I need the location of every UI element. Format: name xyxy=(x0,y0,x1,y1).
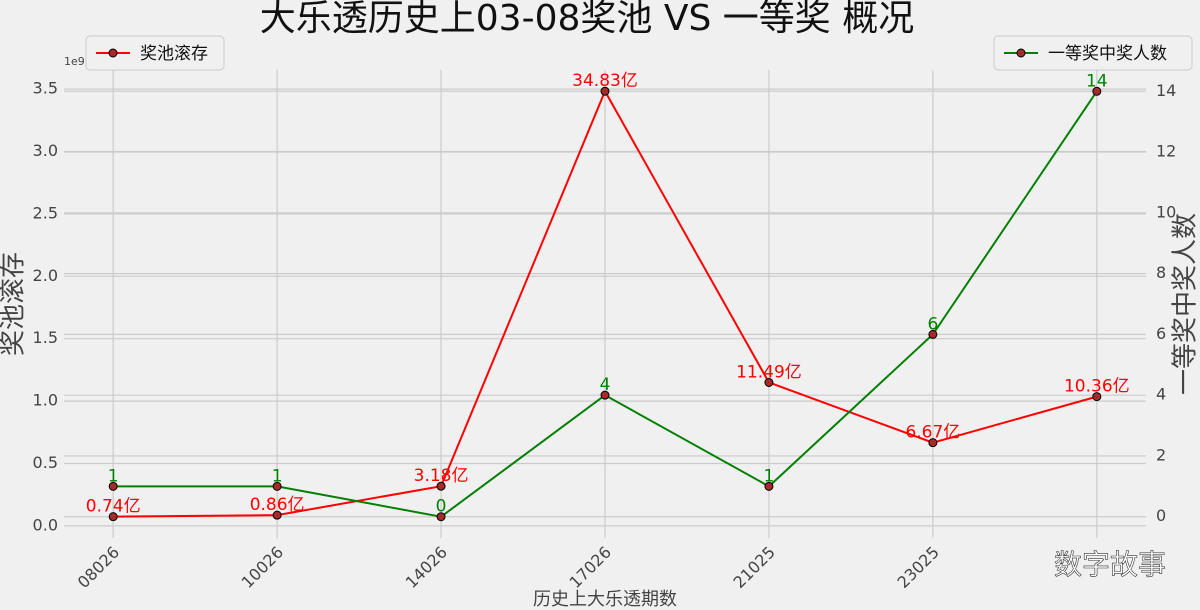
y-tick-label: 3.0 xyxy=(33,141,58,160)
point xyxy=(108,512,118,522)
legend-box xyxy=(85,35,225,71)
y-tick-label: 1.5 xyxy=(33,328,58,347)
point xyxy=(272,510,282,520)
data-label: 1 xyxy=(272,466,283,486)
data-label: 14 xyxy=(1086,71,1108,91)
data-label: 1 xyxy=(764,466,775,486)
y-tick-label: 3.5 xyxy=(33,79,58,98)
point xyxy=(928,438,938,448)
point xyxy=(600,86,610,96)
y2-tick-label: 8 xyxy=(1156,263,1166,282)
data-label: 0.86亿 xyxy=(250,495,305,515)
point xyxy=(928,329,938,339)
data-label: 3.18亿 xyxy=(414,466,469,486)
y-axis-label: 奖池滚存 xyxy=(0,252,29,356)
point xyxy=(436,512,446,522)
data-label: 6.67亿 xyxy=(905,423,960,443)
data-label: 4 xyxy=(600,375,611,395)
data-label: 1 xyxy=(108,466,119,486)
y2-tick-label: 6 xyxy=(1156,324,1166,343)
point xyxy=(600,390,610,400)
point xyxy=(108,481,118,491)
point xyxy=(436,481,446,491)
data-label: 34.83亿 xyxy=(572,71,638,91)
legend-box xyxy=(993,35,1193,71)
y-tick-label: 2.5 xyxy=(33,203,58,222)
y2-tick-label: 4 xyxy=(1156,385,1166,404)
point xyxy=(272,481,282,491)
point xyxy=(764,481,774,491)
y-tick-label: 1.0 xyxy=(33,391,58,410)
point xyxy=(1092,392,1102,402)
chart-title: 大乐透历史上03-08奖池 VS 一等奖 概况 xyxy=(260,0,914,39)
legend-marker xyxy=(108,48,118,58)
x-axis-label: 历史上大乐透期数 xyxy=(533,589,677,610)
legend-marker xyxy=(1016,48,1026,58)
data-label: 11.49亿 xyxy=(736,362,802,382)
point xyxy=(1092,86,1102,96)
y2-tick-label: 12 xyxy=(1156,142,1176,161)
y-tick-label: 0.5 xyxy=(33,453,58,472)
y-offset-label: 1e9 xyxy=(64,55,85,68)
y-tick-label: 2.0 xyxy=(33,266,58,285)
y2-axis-label: 一等奖中奖人数 xyxy=(1171,213,1200,395)
y2-tick-label: 0 xyxy=(1156,506,1166,525)
y2-tick-label: 10 xyxy=(1156,202,1176,221)
y2-tick-label: 14 xyxy=(1156,81,1176,100)
data-label: 6 xyxy=(927,314,938,334)
legend-label: 奖池滚存 xyxy=(140,44,208,64)
legend-label: 一等奖中奖人数 xyxy=(1048,44,1167,64)
point xyxy=(764,377,774,387)
y-tick-label: 0.0 xyxy=(33,515,58,534)
data-label: 0 xyxy=(436,497,447,517)
watermark: 数字故事 xyxy=(1054,548,1166,581)
y2-tick-label: 2 xyxy=(1156,445,1166,464)
data-label: 0.74亿 xyxy=(86,497,141,517)
data-label: 10.36亿 xyxy=(1064,377,1130,397)
